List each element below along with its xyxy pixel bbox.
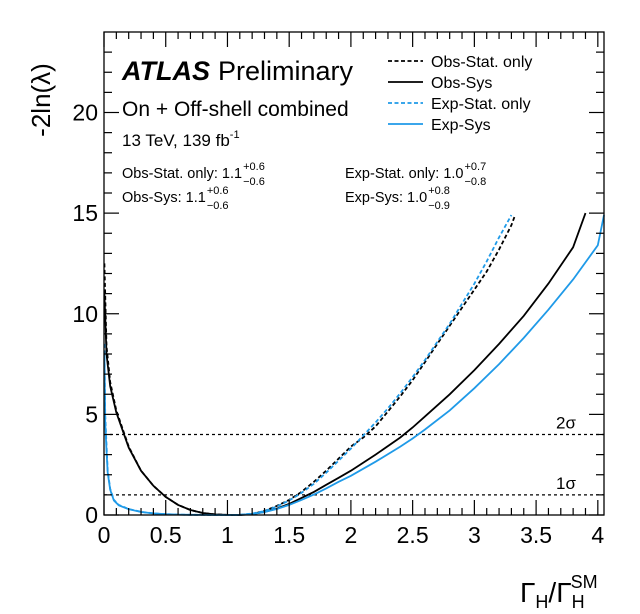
series-1-curve bbox=[103, 212, 587, 516]
legend: Obs-Stat. only Obs-Sys Exp-Stat. only Exp-S… bbox=[388, 54, 532, 134]
fit-result-1-up: +0.6 bbox=[207, 185, 229, 197]
x-tick-label-5: 2.5 bbox=[397, 522, 429, 548]
fit-result-1: Obs-Sys: 1.1 bbox=[122, 190, 206, 206]
x-tick-label-8: 4 bbox=[591, 522, 604, 548]
fit-result-2: Exp-Stat. only: 1.0 bbox=[345, 166, 463, 182]
legend-label-3: Exp-Sys bbox=[431, 117, 491, 134]
axis-ticks: 0 0.5 1 1.5 2 2.5 3 3.5 4 0 5 10 15 20 bbox=[72, 32, 604, 548]
reference-label-1: 1σ bbox=[556, 474, 576, 493]
fit-result-0-up: +0.6 bbox=[243, 161, 265, 173]
x-tick-label-6: 3 bbox=[468, 522, 481, 548]
fit-result-2-down: −0.8 bbox=[464, 176, 486, 188]
energy-luminosity: 13 TeV, 139 fb-1 bbox=[122, 129, 240, 150]
series-0-curve bbox=[103, 214, 516, 516]
chart-title: On + Off-shell combined bbox=[122, 98, 349, 121]
y-tick-label-1: 5 bbox=[85, 401, 98, 427]
y-tick-label-4: 20 bbox=[72, 100, 98, 126]
fit-result-1-down: −0.6 bbox=[207, 200, 229, 212]
y-axis-label: -2ln(λ) bbox=[26, 63, 56, 137]
x-tick-label-3: 1.5 bbox=[273, 522, 305, 548]
legend-label-2: Exp-Stat. only bbox=[431, 96, 531, 113]
x-tick-label-1: 0.5 bbox=[150, 522, 182, 548]
fit-result-3: Exp-Sys: 1.0 bbox=[345, 190, 427, 206]
reference-lines: 2σ 1σ bbox=[104, 414, 604, 496]
reference-label-0: 2σ bbox=[556, 414, 576, 433]
fit-result-0: Obs-Stat. only: 1.1 bbox=[122, 166, 242, 182]
x-axis-label: ΓH/ΓHSM bbox=[520, 572, 598, 612]
series-2-curve bbox=[103, 214, 513, 516]
fit-result-3-down: −0.9 bbox=[428, 200, 450, 212]
x-tick-label-2: 1 bbox=[221, 522, 234, 548]
fit-result-2-up: +0.7 bbox=[464, 161, 486, 173]
series-3-curve bbox=[103, 214, 605, 516]
y-tick-label-2: 10 bbox=[72, 301, 98, 327]
fit-result-0-down: −0.6 bbox=[243, 176, 265, 188]
curves bbox=[103, 212, 605, 516]
x-tick-label-7: 3.5 bbox=[520, 522, 552, 548]
legend-label-0: Obs-Stat. only bbox=[431, 54, 532, 71]
legend-label-1: Obs-Sys bbox=[431, 75, 492, 92]
fit-result-3-up: +0.8 bbox=[428, 185, 450, 197]
y-tick-label-3: 15 bbox=[72, 200, 98, 226]
atlas-label: ATLAS Preliminary bbox=[121, 56, 354, 86]
x-tick-label-0: 0 bbox=[98, 522, 111, 548]
y-tick-label-0: 0 bbox=[85, 502, 98, 528]
x-tick-label-4: 2 bbox=[345, 522, 358, 548]
